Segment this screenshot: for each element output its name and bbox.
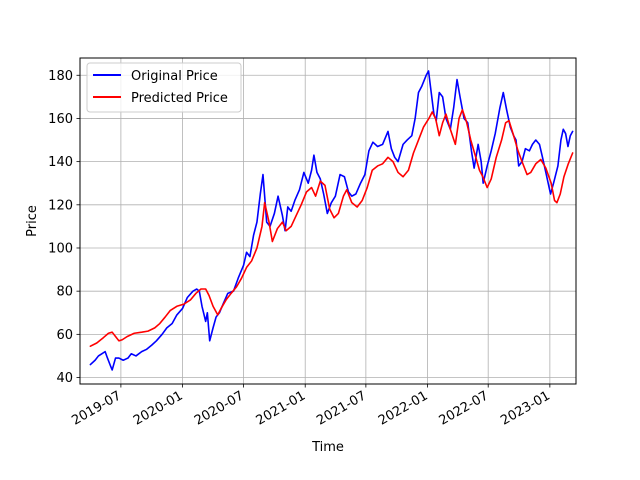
plot-frame (79, 57, 577, 385)
legend: Original Price Predicted Price (86, 62, 242, 113)
y-tick-label: 120 (48, 198, 73, 213)
series-layer (89, 70, 574, 371)
y-tick-label: 80 (56, 285, 73, 300)
y-tick-label: 40 (56, 371, 73, 386)
y-tick-label: 100 (48, 241, 73, 256)
legend-box (86, 62, 242, 113)
x-axis-label: Time (311, 440, 344, 455)
y-tick-label: 160 (48, 112, 73, 127)
y-tick-label: 180 (48, 69, 73, 84)
y-axis-label: Price (25, 205, 40, 237)
legend-label-predicted-price: Predicted Price (131, 91, 228, 106)
series-line-predicted-price (89, 109, 574, 348)
series-line-original-price (89, 70, 574, 371)
y-tick-label: 140 (48, 155, 73, 170)
y-tick-label: 60 (56, 328, 73, 343)
y-axis: 40 60 80 100 120 140 160 180 (48, 69, 80, 386)
legend-label-original-price: Original Price (131, 69, 218, 84)
